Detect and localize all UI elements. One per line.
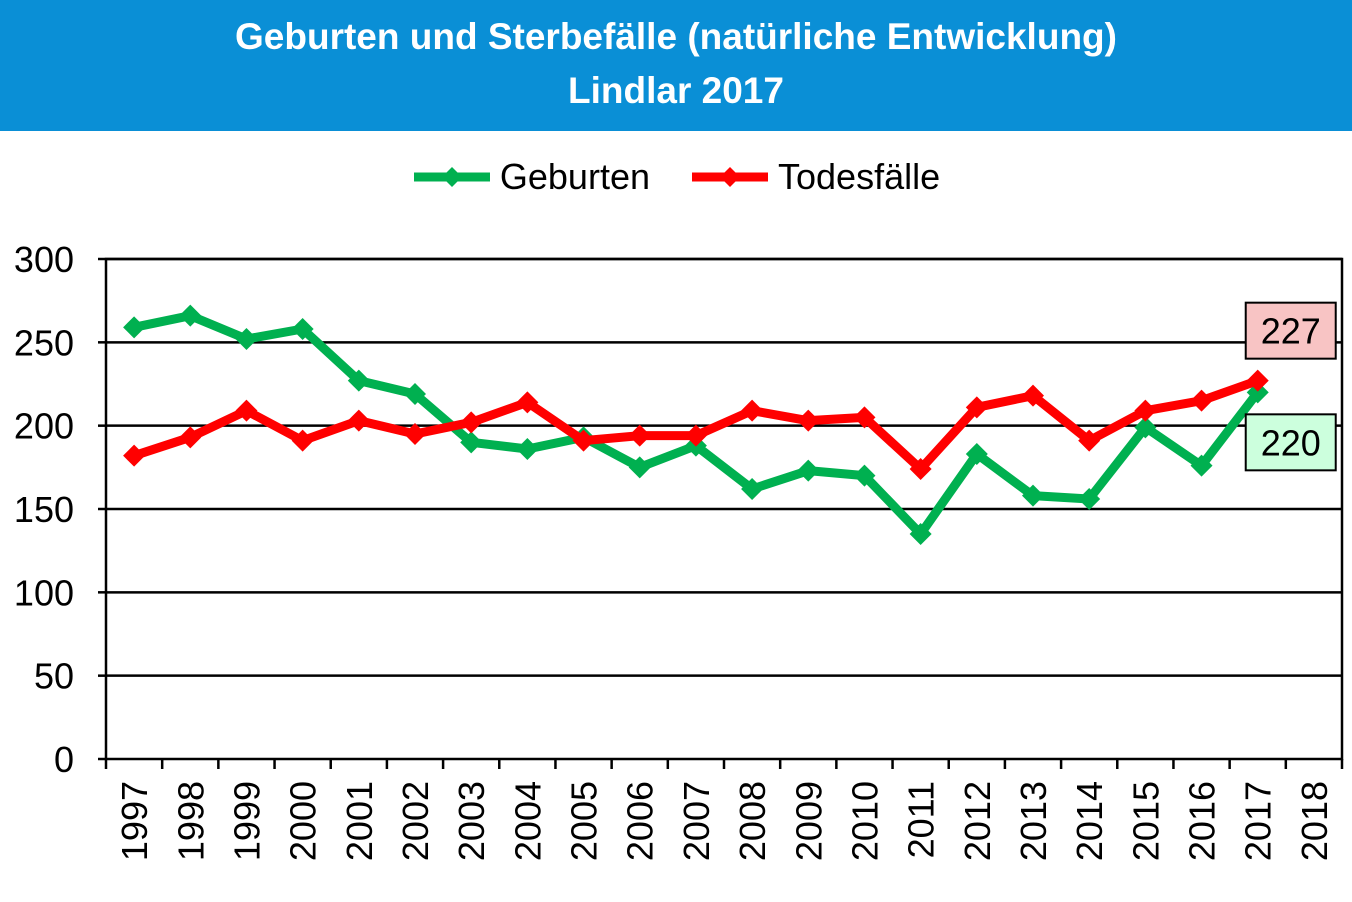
x-tick-label: 2003 <box>451 781 492 861</box>
data-point-todesfaelle <box>797 409 820 432</box>
data-point-todesfaelle <box>460 411 483 434</box>
data-point-todesfaelle <box>628 424 651 447</box>
chart-legend: Geburten Todesfälle <box>0 152 1352 202</box>
legend-item-todesfaelle: Todesfälle <box>690 156 940 198</box>
x-tick-label: 2010 <box>844 781 885 861</box>
data-point-geburten <box>179 304 202 327</box>
data-point-geburten <box>628 456 651 479</box>
chart-title-banner: Geburten und Sterbefälle (natürliche Ent… <box>0 0 1352 131</box>
x-tick-label: 1998 <box>170 781 211 861</box>
data-point-todesfaelle <box>123 444 146 467</box>
y-tick-label: 200 <box>14 406 74 447</box>
data-point-todesfaelle <box>909 458 932 480</box>
legend-swatch-geburten <box>413 167 490 187</box>
data-point-geburten <box>516 438 539 460</box>
data-point-todesfaelle <box>404 423 426 445</box>
x-tick-label: 2016 <box>1182 781 1223 861</box>
chart-title-line1: Geburten und Sterbefälle (natürliche Ent… <box>235 16 1117 57</box>
data-point-todesfaelle <box>347 409 370 432</box>
data-point-todesfaelle <box>1134 399 1157 422</box>
data-point-geburten <box>123 316 146 339</box>
x-tick-label: 2014 <box>1069 781 1110 861</box>
x-tick-label: 2005 <box>564 781 605 861</box>
data-label-box-todesfaelle <box>1244 301 1337 360</box>
x-tick-label: 2013 <box>1013 781 1054 861</box>
y-tick-label: 100 <box>14 572 74 613</box>
x-tick-label: 1997 <box>114 781 155 861</box>
legend-item-geburten: Geburten <box>412 156 650 198</box>
data-point-geburten <box>1134 416 1157 439</box>
data-point-geburten <box>797 459 820 482</box>
data-label-geburten: 220 <box>1261 422 1321 463</box>
x-tick-label: 1999 <box>226 781 267 861</box>
chart-title-line2: Lindlar 2017 <box>568 70 784 111</box>
legend-label-geburten: Geburten <box>499 156 650 197</box>
data-point-geburten <box>460 431 483 454</box>
data-label-todesfaelle: 227 <box>1261 311 1321 352</box>
data-point-geburten <box>347 369 370 392</box>
data-point-geburten <box>1078 488 1101 510</box>
data-point-todesfaelle <box>965 396 988 419</box>
x-tick-label: 2009 <box>788 781 829 861</box>
x-tick-label: 2012 <box>957 781 998 861</box>
data-point-geburten <box>404 383 426 405</box>
data-point-todesfaelle <box>291 429 314 452</box>
data-point-todesfaelle <box>853 406 876 429</box>
data-point-todesfaelle <box>235 399 258 422</box>
y-tick-label: 50 <box>34 656 74 697</box>
data-point-todesfaelle <box>741 399 764 422</box>
y-tick-label: 250 <box>14 322 74 363</box>
y-tick-label: 300 <box>14 239 74 280</box>
x-tick-label: 2017 <box>1238 781 1279 861</box>
data-point-geburten <box>909 523 932 545</box>
data-point-todesfaelle <box>1078 429 1101 452</box>
legend-label-todesfaelle: Todesfälle <box>778 156 941 197</box>
data-point-geburten <box>741 478 764 500</box>
data-point-todesfaelle <box>572 429 595 452</box>
x-tick-label: 2002 <box>395 781 436 861</box>
data-point-geburten <box>1190 454 1213 477</box>
data-point-geburten <box>291 318 314 340</box>
x-tick-label: 2008 <box>732 781 773 861</box>
data-point-geburten <box>235 328 258 350</box>
x-tick-label: 2018 <box>1294 781 1335 861</box>
y-tick-label: 0 <box>54 739 74 780</box>
x-tick-label: 2011 <box>901 781 942 858</box>
x-tick-label: 2015 <box>1125 781 1166 861</box>
data-point-todesfaelle <box>1022 384 1044 407</box>
data-point-geburten <box>853 464 876 487</box>
x-tick-label: 2006 <box>620 781 661 861</box>
x-tick-label: 2001 <box>339 781 380 861</box>
data-point-todesfaelle <box>684 424 707 447</box>
x-tick-label: 2004 <box>507 781 548 861</box>
data-point-todesfaelle <box>516 391 539 414</box>
x-tick-label: 2000 <box>283 781 324 861</box>
legend-swatch-todesfaelle <box>692 167 768 187</box>
y-tick-label: 150 <box>14 489 74 530</box>
data-point-todesfaelle <box>179 426 202 449</box>
data-point-todesfaelle <box>1190 389 1213 412</box>
data-point-geburten <box>1022 484 1044 507</box>
data-point-todesfaelle <box>1246 369 1269 392</box>
data-point-geburten <box>965 443 988 465</box>
data-label-box-geburten <box>1244 413 1337 472</box>
x-tick-label: 2007 <box>676 781 717 861</box>
